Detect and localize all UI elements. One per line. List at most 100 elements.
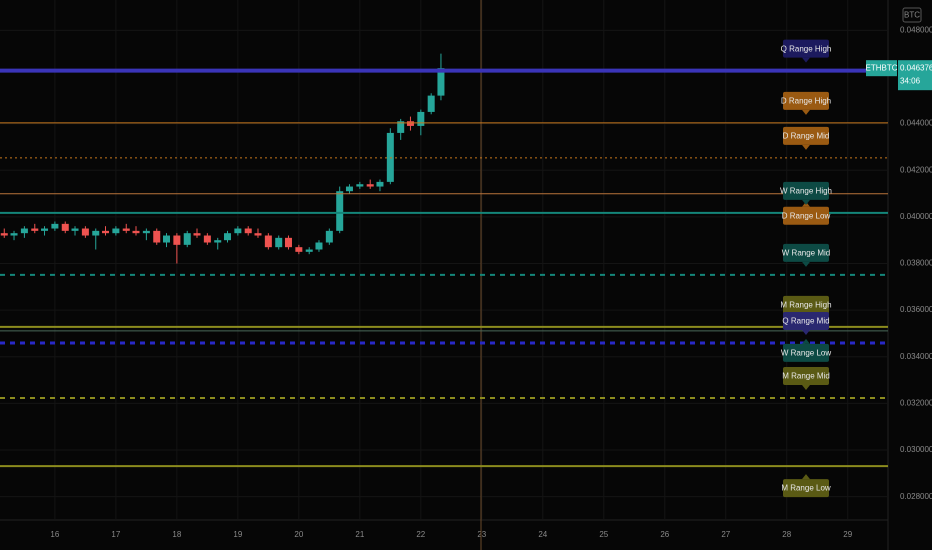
x-tick-label: 28: [782, 530, 791, 539]
candle-body: [203, 235, 211, 243]
level-label-arrow: [802, 385, 810, 391]
candle-body: [427, 95, 435, 112]
level-label-text: M Range High: [780, 301, 831, 310]
candle-body: [284, 237, 292, 248]
candle-body: [0, 233, 8, 236]
y-tick-label: 0.032000: [900, 399, 932, 408]
level-label: D Range High: [781, 91, 831, 115]
y-tick-label: 0.030000: [900, 445, 932, 454]
candle-body: [356, 184, 364, 187]
candle-body: [122, 228, 130, 231]
level-label: M Range Mid: [782, 367, 830, 391]
candle-body: [214, 240, 222, 243]
countdown: 34:06: [900, 76, 921, 85]
level-label: Q Range High: [781, 39, 832, 63]
candle-body: [163, 235, 170, 243]
candle-body: [437, 68, 445, 96]
level-label-arrow: [802, 338, 810, 344]
candle-body: [376, 181, 384, 187]
candle-body: [153, 230, 161, 243]
level-label-text: D Range High: [781, 96, 831, 105]
level-label: M Range Low: [781, 474, 831, 498]
candle-body: [41, 228, 49, 231]
candle-body: [102, 230, 110, 234]
y-tick-label: 0.038000: [900, 259, 932, 268]
candle-body: [315, 242, 323, 250]
candle-body: [173, 235, 181, 245]
candle-body: [244, 228, 252, 234]
candle-body: [345, 186, 353, 192]
candle-body: [295, 247, 303, 252]
level-label-arrow: [802, 57, 810, 63]
level-label-arrow: [802, 199, 810, 205]
price-tag: [898, 60, 932, 91]
x-tick-label: 26: [660, 530, 669, 539]
y-tick-label: 0.044000: [900, 119, 932, 128]
candle-body: [92, 230, 100, 236]
level-label-arrow: [802, 474, 810, 480]
candle-body: [112, 228, 120, 234]
level-label-box: [783, 367, 829, 386]
level-label-box: [783, 206, 829, 225]
level-label: W Range High: [780, 181, 832, 205]
candle-body: [366, 184, 374, 187]
level-label: W Range Low: [781, 338, 831, 362]
level-label-box: [783, 243, 829, 262]
x-tick-label: 16: [50, 530, 59, 539]
x-tick-label: 19: [233, 530, 242, 539]
candle-body: [275, 237, 283, 248]
candle-body: [417, 111, 425, 126]
x-tick-label: 23: [477, 530, 486, 539]
symbol: ETHBTC: [866, 63, 898, 72]
candle-body: [20, 228, 28, 234]
currency-box: [902, 7, 922, 23]
candle-body: [71, 228, 79, 231]
level-label-text: Q Range High: [781, 44, 832, 53]
candle-body: [406, 121, 414, 126]
candle-body: [325, 230, 333, 243]
candle-body: [142, 230, 150, 234]
currency: BTC: [904, 11, 920, 20]
level-label-arrow: [802, 144, 810, 150]
candle-body: [234, 228, 242, 234]
level-label-box: [783, 91, 829, 110]
last-price: 0.046376: [900, 63, 932, 72]
x-tick-label: 18: [172, 530, 181, 539]
candle-body: [254, 233, 262, 236]
level-label-text: M Range Low: [781, 484, 831, 493]
level-label-text: W Range Low: [781, 348, 831, 357]
candle-body: [264, 235, 272, 248]
candle-body: [193, 233, 201, 236]
y-tick-label: 0.042000: [900, 165, 932, 174]
level-label: W Range Mid: [782, 243, 830, 267]
x-tick-label: 27: [721, 530, 730, 539]
level-label-arrow: [802, 330, 810, 336]
candle-body: [336, 191, 344, 231]
level-label-text: M Range Mid: [782, 372, 830, 381]
x-tick-label: 25: [599, 530, 608, 539]
level-label-text: W Range High: [780, 187, 832, 196]
level-label: D Range Mid: [783, 126, 829, 150]
symbol-tag: [866, 60, 897, 77]
y-tick-label: 0.036000: [900, 305, 932, 314]
level-label-arrow: [802, 109, 810, 115]
candle-body: [397, 121, 405, 133]
level-label-box: [783, 479, 829, 498]
candle-body: [305, 249, 313, 252]
candle-body: [223, 233, 231, 241]
candle-body: [81, 228, 89, 236]
level-label-box: [783, 295, 829, 314]
level-label-text: D Range Low: [782, 211, 831, 220]
level-label: Q Range Mid: [782, 312, 830, 336]
candle-body: [51, 223, 59, 229]
candle-body: [183, 233, 191, 245]
candle-body: [31, 228, 39, 231]
candle-body: [10, 233, 18, 236]
y-tick-label: 0.034000: [900, 352, 932, 361]
level-label-box: [783, 39, 829, 58]
x-tick-label: 20: [294, 530, 303, 539]
level-label-text: W Range Mid: [782, 249, 830, 258]
candle-body: [132, 230, 140, 234]
